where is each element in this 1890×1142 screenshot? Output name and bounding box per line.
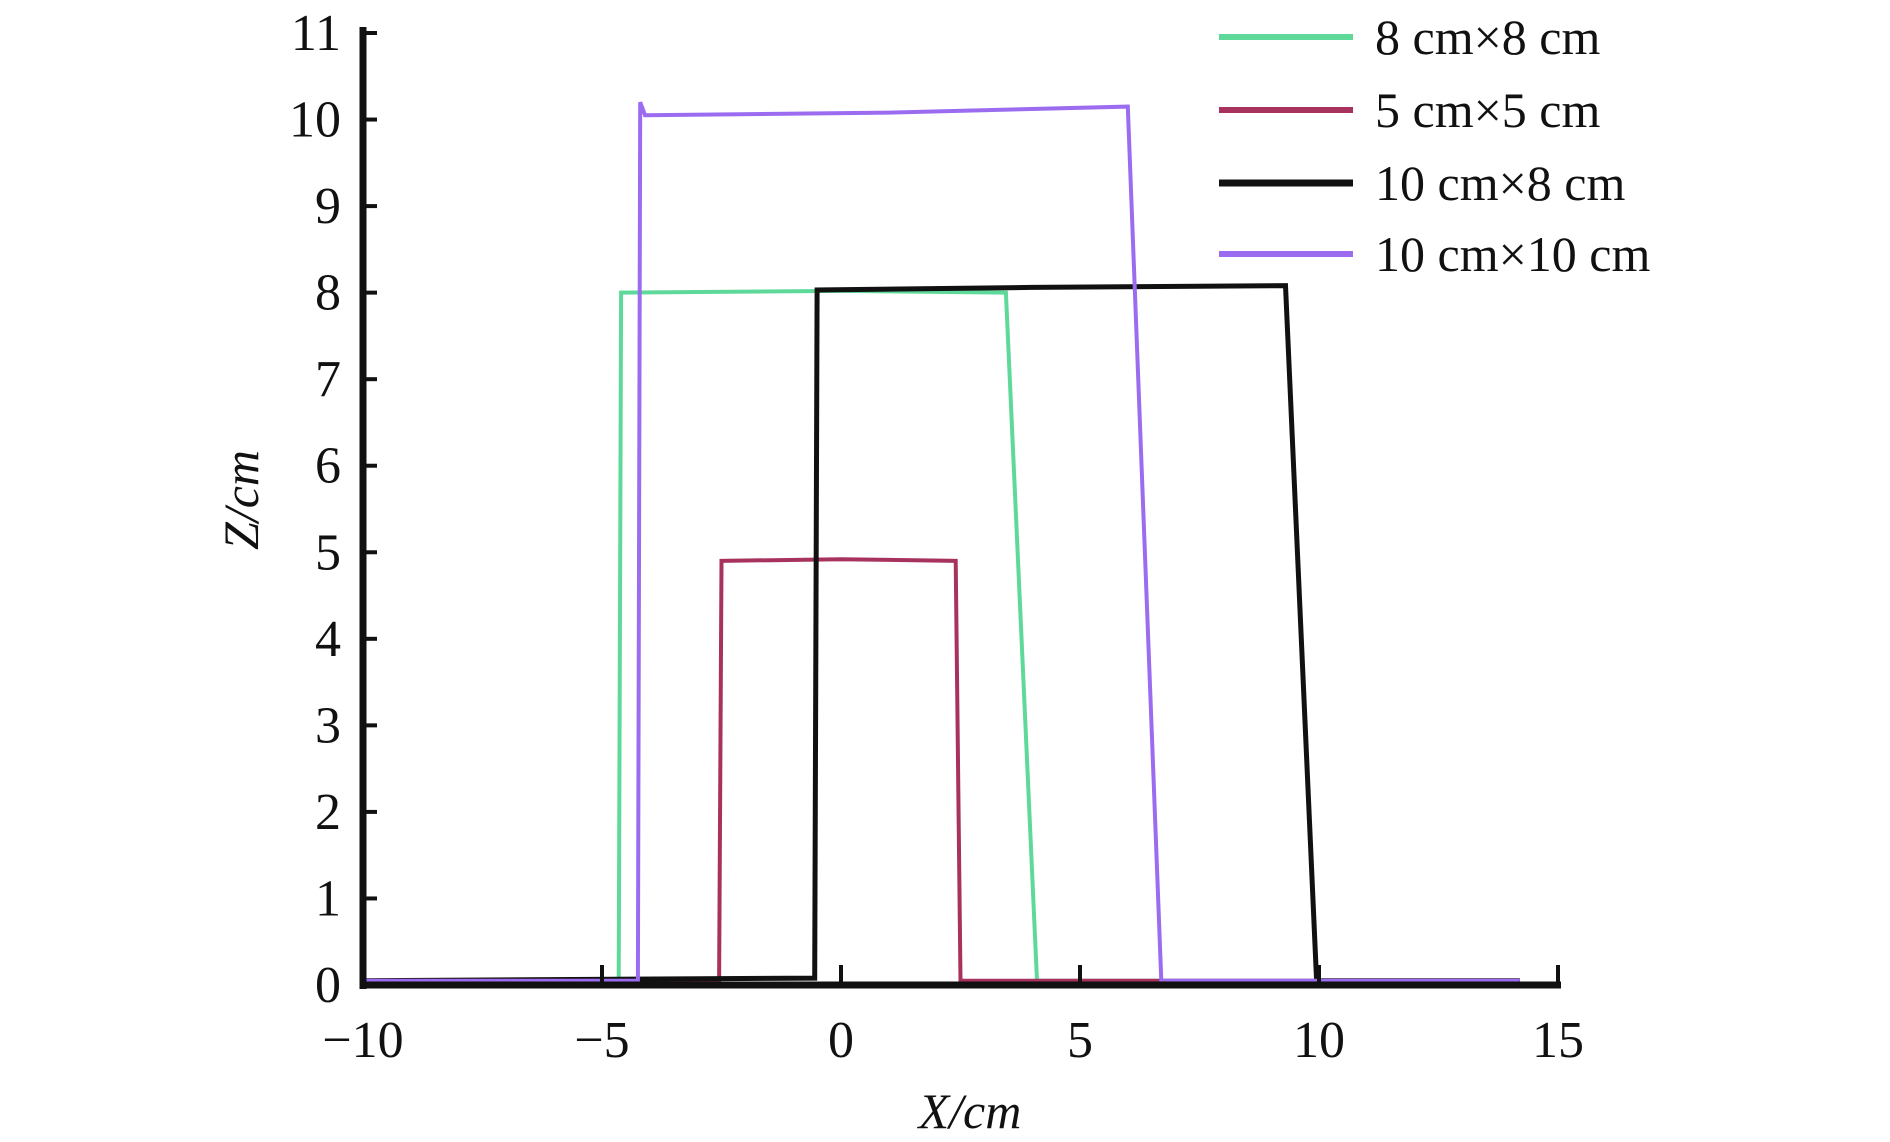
y-tick-label: 10: [289, 92, 341, 149]
y-tick-label: 7: [315, 351, 341, 408]
legend-label-2: 10 cm×8 cm: [1375, 155, 1625, 211]
x-tick-label: 10: [1293, 1012, 1345, 1069]
x-axis-label: X/cm: [917, 1083, 1022, 1139]
y-tick-label: 8: [315, 265, 341, 322]
y-tick-label: 6: [315, 438, 341, 495]
legend-label-1: 5 cm×5 cm: [1375, 82, 1600, 138]
legend: 8 cm×8 cm 5 cm×5 cm 10 cm×8 cm 10 cm×10 cm: [1219, 9, 1650, 282]
legend-label-0: 8 cm×8 cm: [1375, 9, 1600, 65]
x-tick-label: −10: [322, 1012, 403, 1069]
y-tick-label: 3: [315, 697, 341, 754]
y-tick-label: 0: [315, 957, 341, 1014]
y-tick-label: 1: [315, 870, 341, 927]
x-tick-label: 15: [1532, 1012, 1584, 1069]
x-tick-label: −5: [574, 1012, 629, 1069]
y-tick-label: 11: [291, 5, 341, 62]
series-line-2: [362, 283, 1520, 984]
y-tick-label: 5: [315, 524, 341, 581]
series-line-0: [363, 288, 1520, 983]
tick-labels: 0 1 2 3 4 5 6 7 8 9 10 11 −10 −5 0 5 10 15: [289, 5, 1584, 1069]
y-axis-label: Z/cm: [213, 450, 269, 550]
legend-label-3: 10 cm×10 cm: [1375, 226, 1650, 282]
series-line-3: [363, 101, 1520, 983]
x-tick-label: 5: [1067, 1012, 1093, 1069]
y-tick-label: 4: [315, 611, 341, 668]
series-layer: [362, 101, 1520, 984]
y-tick-label: 2: [315, 784, 341, 841]
y-tick-label: 9: [315, 178, 341, 235]
axes: [359, 27, 1561, 989]
series-line-1: [363, 557, 1520, 983]
x-tick-label: 0: [828, 1012, 854, 1069]
